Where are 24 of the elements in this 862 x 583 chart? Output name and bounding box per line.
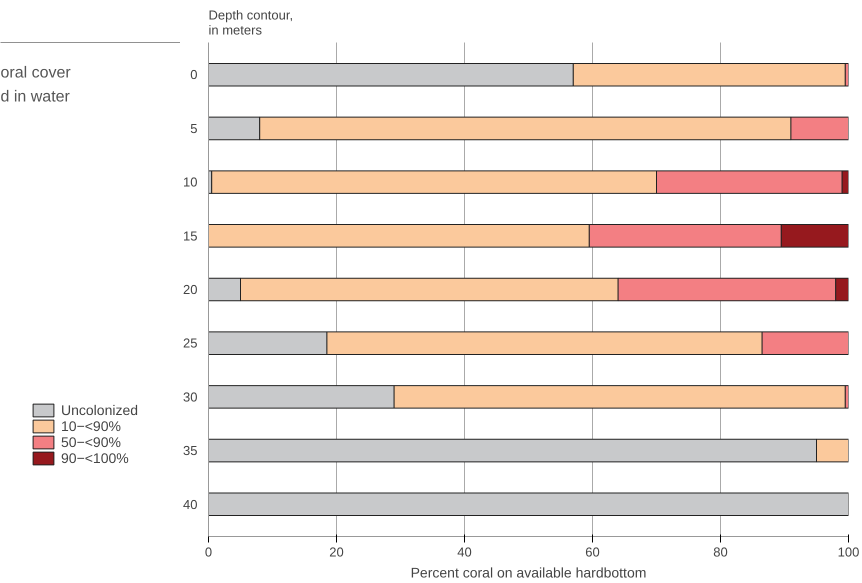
legend-label: 90−<100%	[61, 450, 129, 466]
bar	[208, 492, 848, 516]
text: oral cover	[0, 64, 72, 82]
legend-label: Uncolonized	[61, 402, 138, 418]
y-tick-label: 15	[183, 228, 198, 244]
y-tick-label: 20	[183, 282, 198, 297]
x-axis-title: Percent coral on available hardbottom	[410, 564, 646, 580]
text: d in water	[0, 88, 71, 106]
y-axis-title: Depth contour, in meters	[208, 8, 294, 38]
x-tick-label: 0	[204, 544, 212, 560]
y-tick-label: 35	[183, 443, 198, 458]
y-tick-label: 5	[190, 120, 198, 136]
x-tick-label: 80	[713, 544, 728, 560]
y-tick-label: 30	[183, 389, 198, 404]
x-tick-label: 40	[457, 544, 472, 560]
x-tick-label: 100	[838, 544, 860, 560]
legend-label: 10−<90%	[61, 418, 121, 434]
x-tick-label: 60	[585, 544, 600, 560]
y-tick-label: 0	[190, 67, 198, 82]
y-tick-label: 10	[183, 174, 198, 190]
y-tick-label: 40	[183, 496, 198, 512]
x-tick-label: 20	[329, 544, 344, 560]
y-tick-label: 25	[183, 336, 198, 351]
legend-label: 50−<90%	[61, 434, 121, 450]
